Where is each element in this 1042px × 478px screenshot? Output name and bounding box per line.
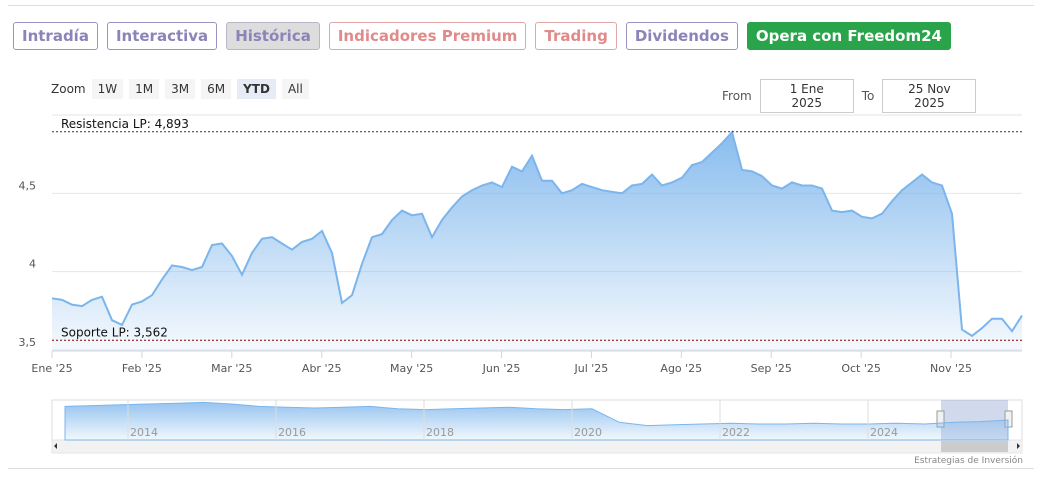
x-tick-label: Abr '25: [302, 362, 342, 375]
zoom-button[interactable]: 1W: [91, 79, 124, 99]
scrollbar: [51, 439, 1023, 454]
scroll-arrows: [54, 443, 1020, 449]
tab[interactable]: Trading: [535, 22, 617, 50]
bottom-rule: [8, 468, 1034, 469]
y-tick-label: 4,5: [19, 179, 37, 192]
navigator-label: 2016: [278, 426, 306, 439]
from-label: From: [722, 89, 752, 103]
navigator-label: 2018: [426, 426, 454, 439]
x-tick-label: Mar '25: [211, 362, 252, 375]
navigator-area: [64, 401, 1009, 441]
navigator-label: 2022: [722, 426, 750, 439]
zoom-button[interactable]: 3M: [165, 79, 196, 99]
handle: [1004, 410, 1013, 428]
x-tick-label: Sep '25: [751, 362, 792, 375]
zoom-button[interactable]: YTD: [237, 79, 276, 99]
x-tick-label: Jun '25: [482, 362, 521, 375]
handle: [936, 410, 945, 428]
navigator-selection: [941, 400, 1008, 440]
tab[interactable]: Dividendos: [625, 22, 738, 50]
x-tick-label: May '25: [390, 362, 433, 375]
tabs: Intradía Interactiva Histórica Indicador…: [13, 22, 951, 50]
credits: Estrategias de Inversión: [914, 456, 1023, 466]
tab[interactable]: Histórica: [226, 22, 320, 50]
tab[interactable]: Indicadores Premium: [328, 22, 527, 50]
to-input[interactable]: 25 Nov 2025: [882, 79, 977, 113]
area: [52, 132, 1022, 350]
scrollbar-thumb: [941, 441, 1008, 452]
top-rule: [8, 5, 1034, 6]
y-tick-label: 3,5: [19, 336, 37, 349]
x-tick-label: Jul '25: [574, 362, 609, 375]
zoom-button[interactable]: All: [281, 79, 309, 99]
x-tick-label: Ago '25: [660, 362, 702, 375]
zoom: Zoom 1W 1M 3M 6M YTD All: [51, 79, 309, 99]
line: [51, 130, 1023, 338]
from-input[interactable]: 1 Ene 2025: [759, 79, 854, 113]
zoom-button[interactable]: 6M: [201, 79, 232, 99]
zoom-button[interactable]: 1M: [129, 79, 160, 99]
annotation-label: Soporte LP: 3,562: [61, 325, 168, 339]
navigator-label: 2020: [574, 426, 602, 439]
x-tick-label: Ene '25: [31, 362, 72, 375]
x-tick-label: Oct '25: [841, 362, 881, 375]
zoom-label: Zoom: [51, 82, 86, 96]
annotation-label: Resistencia LP: 4,893: [61, 117, 189, 131]
y-tick-label: 4: [29, 258, 36, 271]
navigator-label: 2024: [870, 426, 898, 439]
date-range: From 1 Ene 2025 To 25 Nov 2025: [722, 79, 977, 113]
tab[interactable]: Intradía: [13, 22, 98, 50]
navigator-frame: [51, 399, 1023, 441]
tab[interactable]: Interactiva: [106, 22, 218, 50]
navigator-label: 2014: [130, 426, 158, 439]
x-tick-label: Nov '25: [930, 362, 972, 375]
tab[interactable]: Opera con Freedom24: [746, 22, 951, 50]
to-label: To: [861, 89, 875, 103]
x-tick-label: Feb '25: [122, 362, 162, 375]
